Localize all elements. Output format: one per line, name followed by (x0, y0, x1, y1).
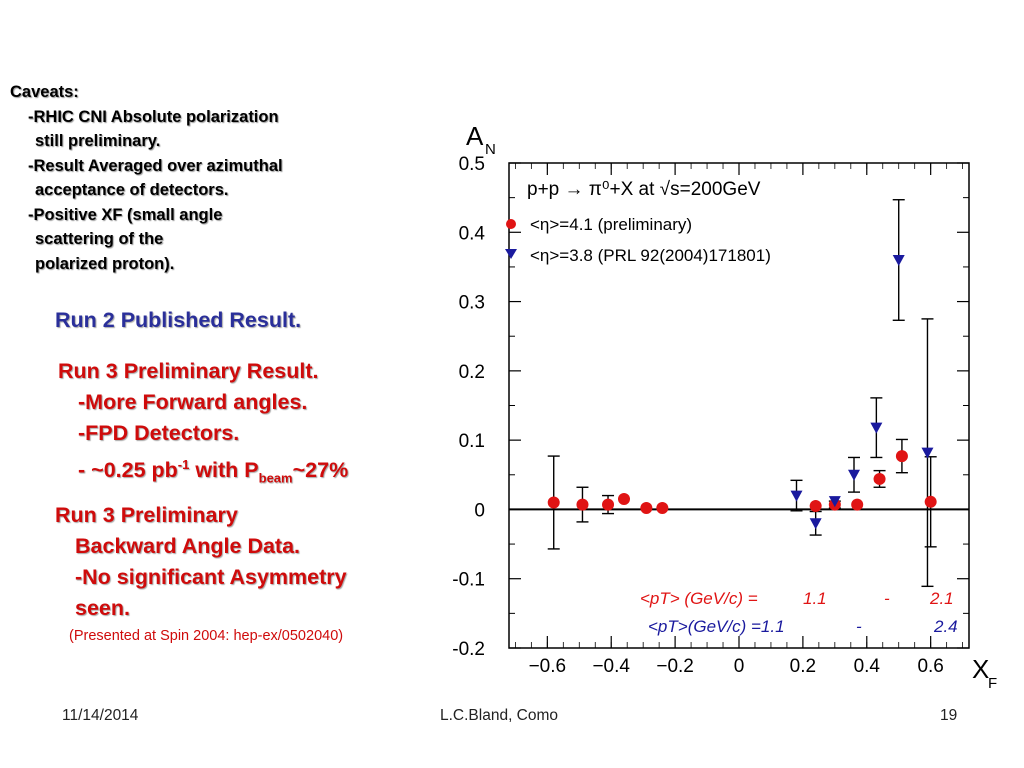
data-point-preliminary (851, 498, 864, 511)
x-tick-label: −0.2 (656, 656, 694, 677)
run3-back-line: Backward Angle Data. (75, 534, 301, 558)
data-point-prl (848, 469, 860, 481)
y-tick-label: 0.4 (459, 223, 486, 244)
legend-marker-prl (505, 249, 517, 259)
data-point-preliminary (924, 495, 937, 508)
y-tick-label: 0.1 (459, 431, 485, 452)
x-tick-label: −0.4 (592, 656, 630, 677)
data-point-preliminary (895, 450, 908, 463)
run2-heading: Run 2 Published Result. (55, 308, 302, 332)
data-point-preliminary (640, 502, 653, 515)
caveat-line: -RHIC CNI Absolute polarization (28, 107, 279, 126)
lumi-prefix: - ~0.25 pb (78, 458, 178, 483)
run3-block: Run 3 Preliminary Result. -More Forward … (58, 356, 348, 493)
x-axis-label-sub: F (988, 675, 997, 692)
presented-note: (Presented at Spin 2004: hep-ex/0502040) (69, 628, 344, 644)
caveat-line: still preliminary. (35, 132, 161, 150)
pt-annotation-label: <pT> (GeV/c) = (640, 589, 758, 608)
run3-item: -More Forward angles. (78, 390, 308, 414)
data-point-prl (828, 496, 841, 508)
pt-annotation-v2: 2.1 (929, 589, 954, 608)
run3-back-line: -No significant Asymmetry (75, 565, 347, 589)
x-tick-label: 0.4 (854, 656, 881, 677)
x-tick-label: 0.6 (917, 656, 943, 677)
caveats-title: Caveats: (10, 83, 79, 101)
y-tick-label: 0.2 (459, 362, 485, 383)
lumi-suffix: ~27% (292, 458, 349, 483)
data-point-prl (870, 422, 883, 434)
data-point-preliminary (809, 499, 822, 512)
data-point-prl (809, 518, 822, 530)
lumi-sup: -1 (177, 457, 190, 472)
lumi-sub: beam (258, 470, 293, 486)
y-axis-label-sub: N (485, 141, 496, 158)
run3-item: -FPD Detectors. (78, 421, 240, 445)
plot-frame (508, 162, 970, 649)
caveat-line: scattering of the (35, 230, 164, 248)
data-point-preliminary (547, 496, 560, 509)
y-tick-label: 0.3 (459, 293, 485, 314)
legend-marker-preliminary (506, 219, 516, 229)
data-point-preliminary (656, 502, 669, 515)
lumi-mid: with P (189, 458, 259, 483)
data-point-preliminary (602, 498, 615, 511)
data-point-prl (892, 255, 905, 266)
data-point-preliminary (873, 472, 886, 485)
x-tick-label: −0.6 (529, 656, 567, 677)
y-tick-label: 0 (474, 500, 485, 521)
pt-annotation-label-prl: <pT>(GeV/c) =1.1 (648, 617, 785, 636)
data-point-preliminary (576, 498, 589, 511)
run3-backward-block: Run 3 Preliminary Backward Angle Data. -… (55, 500, 347, 624)
x-tick-label: 0 (734, 656, 745, 677)
pt-annotation-dash-prl: - (856, 617, 862, 636)
pt-annotation-v2-prl: 2.4 (933, 617, 958, 636)
footer-date: 11/14/2014 (62, 707, 139, 724)
pt-annotation-v1: 1.1 (803, 589, 827, 608)
data-point-prl (790, 490, 803, 502)
caveat-line: acceptance of detectors. (35, 181, 229, 199)
caveat-line: -Result Averaged over azimuthal (28, 156, 283, 175)
run3-luminosity: - ~0.25 pb-1 with Pbeam~27% (58, 449, 348, 493)
x-axis-label: X (972, 654, 989, 684)
data-point-preliminary (618, 493, 630, 506)
y-tick-label: -0.1 (452, 570, 485, 591)
y-tick-label: 0.5 (459, 154, 485, 175)
y-tick-label: -0.2 (452, 639, 485, 660)
chart-title: p+p → π⁰+X at √s=200GeV (527, 179, 761, 200)
caveat-line: -Positive XF (small angle (28, 205, 223, 224)
run3-back-line: Run 3 Preliminary (55, 503, 238, 527)
pt-annotation-dash: - (884, 589, 890, 608)
x-tick-label: 0.2 (790, 656, 816, 677)
caveats-block: Caveats: -RHIC CNI Absolute polarization… (10, 80, 283, 276)
footer-page-number: 19 (940, 707, 958, 724)
footer-author: L.C.Bland, Como (440, 707, 559, 724)
legend-entry-prl: <η>=3.8 (PRL 92(2004)171801) (530, 246, 771, 265)
caveat-line: polarized proton). (35, 254, 175, 273)
legend-entry-preliminary: <η>=4.1 (preliminary) (530, 215, 692, 234)
run3-title: Run 3 Preliminary Result. (58, 359, 319, 383)
data-point-prl (921, 447, 934, 459)
run3-back-line: seen. (75, 596, 130, 620)
y-axis-label: A (466, 121, 484, 151)
